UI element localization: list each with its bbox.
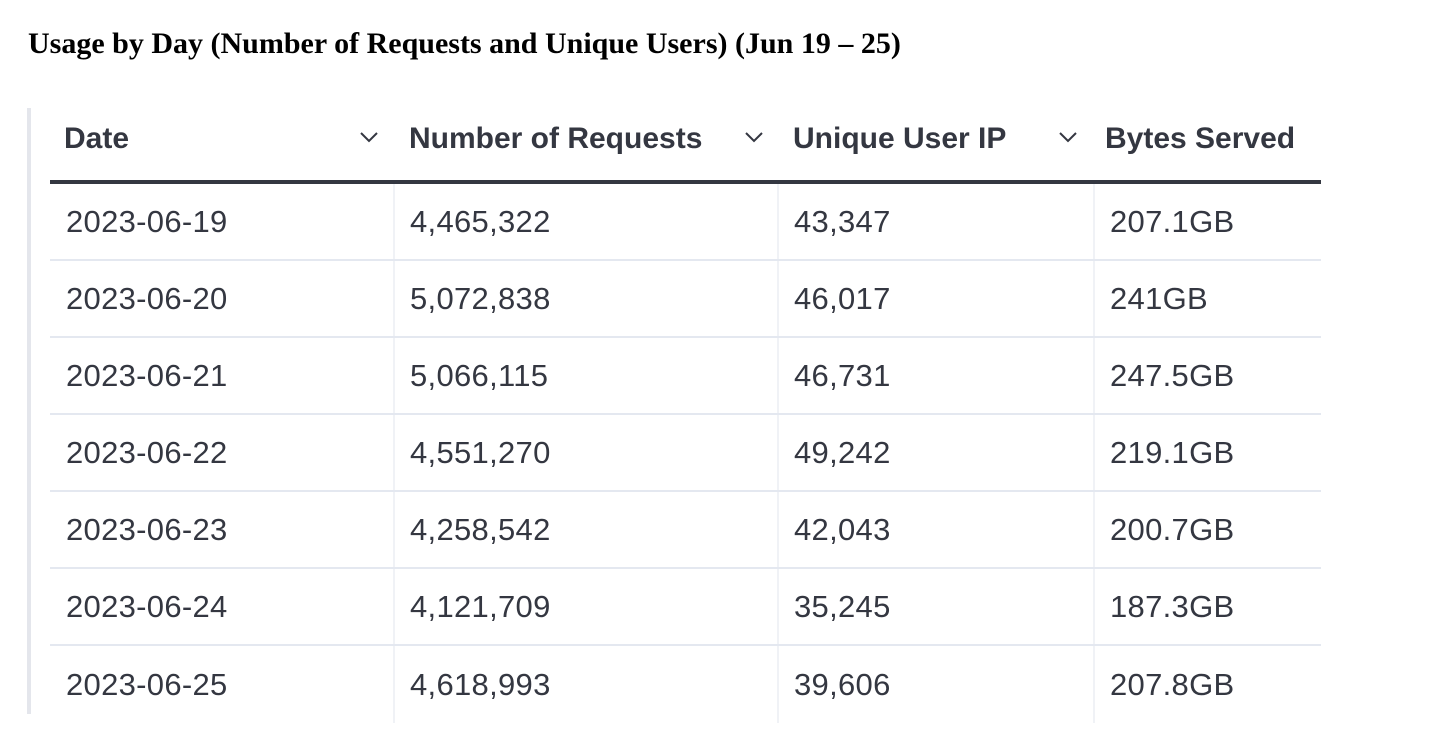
column-header-unique-user-ip[interactable]: Unique User IP (779, 98, 1095, 180)
requests-cell: 4,258,542 (395, 492, 779, 567)
column-header-label: Unique User IP (793, 122, 1007, 155)
table-row: 2023-06-23 4,258,542 42,043 200.7GB (50, 492, 1321, 569)
bytes-served-cell: 241GB (1110, 280, 1209, 316)
date-cell: 2023-06-19 (50, 184, 395, 259)
requests-cell: 4,121,709 (395, 569, 779, 644)
table-row: 2023-06-21 5,066,115 46,731 247.5GB (50, 338, 1321, 415)
table-header-row: Date Number of Requests Unique User IP B… (50, 98, 1321, 184)
table-row: 2023-06-19 4,465,322 43,347 207.1GB (50, 184, 1321, 261)
bytes-served-cell: 200.7GB (1110, 511, 1235, 547)
column-header-number-of-requests[interactable]: Number of Requests (395, 98, 779, 180)
table-row: 2023-06-24 4,121,709 35,245 187.3GB (50, 569, 1321, 646)
date-cell: 2023-06-20 (50, 261, 395, 336)
column-header-label: Number of Requests (409, 122, 703, 155)
unique-ip-cell: 35,245 (779, 569, 1095, 644)
chevron-down-icon[interactable] (1058, 130, 1078, 144)
unique-ip-cell: 39,606 (779, 646, 1095, 723)
column-header-label: Date (64, 122, 130, 155)
requests-cell: 5,066,115 (395, 338, 779, 413)
bytes-served-cell: 187.3GB (1110, 588, 1235, 624)
bytes-served-cell: 207.1GB (1110, 203, 1235, 239)
unique-ip-cell: 46,017 (779, 261, 1095, 336)
table-row: 2023-06-25 4,618,993 39,606 207.8GB (50, 646, 1321, 723)
date-cell: 2023-06-21 (50, 338, 395, 413)
column-header-bytes-served[interactable]: Bytes Served (1095, 98, 1321, 180)
table-row: 2023-06-22 4,551,270 49,242 219.1GB (50, 415, 1321, 492)
requests-cell: 4,465,322 (395, 184, 779, 259)
left-border (27, 108, 31, 714)
page-title: Usage by Day (Number of Requests and Uni… (28, 27, 901, 60)
bytes-served-cell: 247.5GB (1110, 357, 1235, 393)
date-cell: 2023-06-23 (50, 492, 395, 567)
column-header-date[interactable]: Date (50, 98, 395, 180)
requests-cell: 4,618,993 (395, 646, 779, 723)
requests-cell: 5,072,838 (395, 261, 779, 336)
unique-ip-cell: 49,242 (779, 415, 1095, 490)
data-table: Date Number of Requests Unique User IP B… (50, 98, 1321, 723)
column-header-label: Bytes Served (1105, 122, 1296, 155)
date-cell: 2023-06-25 (50, 646, 395, 723)
chevron-down-icon[interactable] (744, 130, 764, 144)
chevron-down-icon[interactable] (359, 130, 379, 144)
requests-cell: 4,551,270 (395, 415, 779, 490)
bytes-served-cell: 207.8GB (1110, 666, 1235, 702)
table-row: 2023-06-20 5,072,838 46,017 241GB (50, 261, 1321, 338)
date-cell: 2023-06-24 (50, 569, 395, 644)
bytes-served-cell: 219.1GB (1110, 434, 1235, 470)
unique-ip-cell: 42,043 (779, 492, 1095, 567)
unique-ip-cell: 46,731 (779, 338, 1095, 413)
unique-ip-cell: 43,347 (779, 184, 1095, 259)
date-cell: 2023-06-22 (50, 415, 395, 490)
